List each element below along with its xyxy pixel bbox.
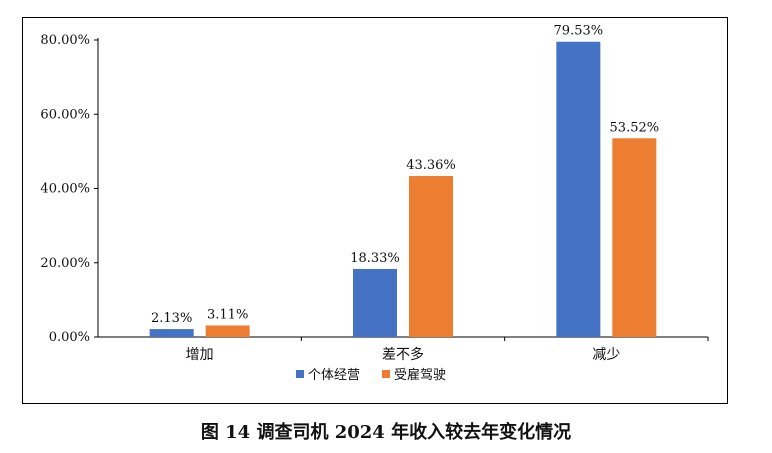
data-label: 2.13% bbox=[151, 311, 192, 326]
y-tick-label: 40.00% bbox=[40, 182, 90, 197]
data-label: 43.36% bbox=[406, 158, 456, 173]
bar bbox=[556, 41, 601, 337]
legend-label: 个体经营 bbox=[308, 368, 360, 383]
y-tick-label: 20.00% bbox=[40, 256, 90, 271]
legend-label: 受雇驾驶 bbox=[394, 367, 446, 383]
legend-swatch bbox=[296, 370, 304, 378]
data-label: 53.52% bbox=[610, 120, 660, 135]
legend-swatch bbox=[382, 370, 390, 378]
bar bbox=[205, 325, 250, 337]
x-category-label: 差不多 bbox=[382, 346, 424, 363]
data-label: 79.53% bbox=[554, 24, 604, 39]
figure-caption: 图 14 调查司机 2024 年收入较去年变化情况 bbox=[200, 422, 572, 443]
bar bbox=[353, 268, 397, 337]
x-category-label: 减少 bbox=[592, 347, 620, 363]
y-tick-label: 80.00% bbox=[40, 33, 90, 48]
bar bbox=[409, 176, 453, 337]
x-category-label: 增加 bbox=[186, 347, 214, 363]
bar bbox=[612, 138, 657, 337]
data-label: 3.11% bbox=[207, 307, 248, 322]
y-tick-label: 0.00% bbox=[49, 330, 90, 345]
bar bbox=[149, 329, 194, 337]
y-tick-label: 60.00% bbox=[40, 107, 90, 122]
data-label: 18.33% bbox=[350, 251, 400, 266]
chart-frame bbox=[22, 17, 728, 404]
